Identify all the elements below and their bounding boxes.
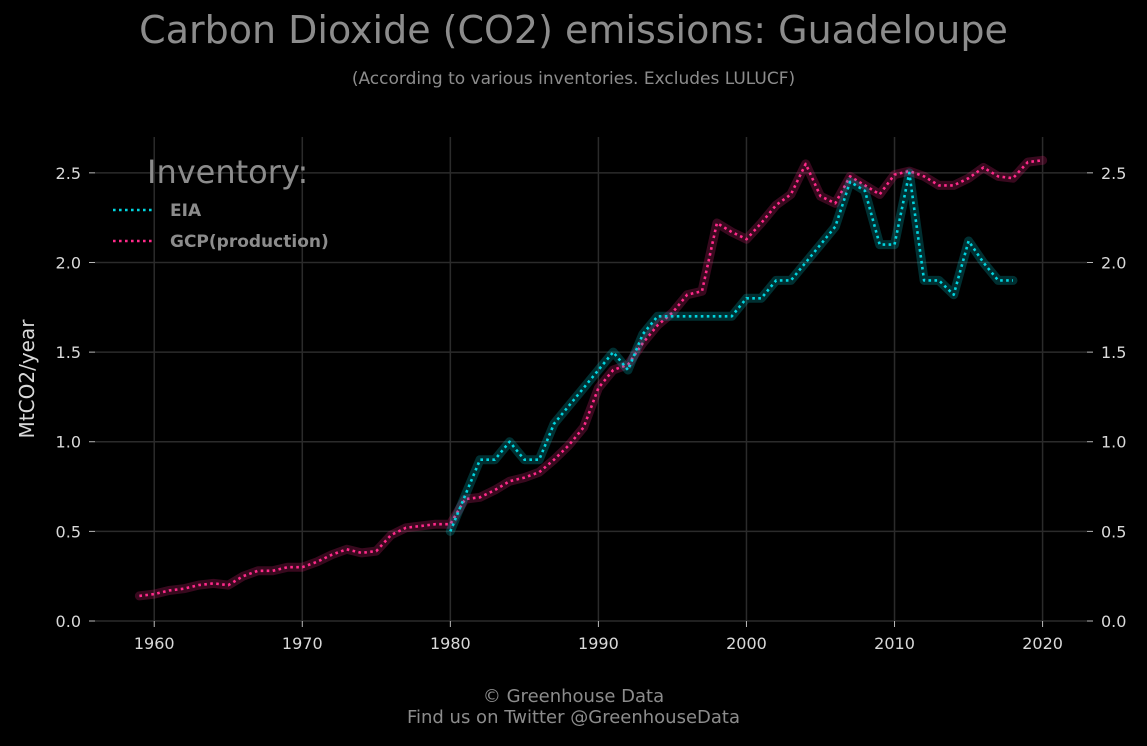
twitter-link[interactable]: Find us on Twitter @GreenhouseData	[406, 707, 741, 728]
y-tick-label-left: 2.0	[56, 253, 81, 272]
y-tick-label-left: 0.0	[56, 612, 81, 631]
x-tick-label: 2000	[726, 634, 767, 653]
x-tick-label: 1960	[134, 634, 175, 653]
legend: Inventory: EIA GCP(production)	[113, 153, 329, 252]
y-tick-label-right: 2.0	[1101, 253, 1126, 272]
legend-label-gcp-production: GCP(production)	[170, 232, 329, 252]
footer: © Greenhouse Data Find us on Twitter @Gr…	[0, 686, 1147, 728]
y-tick-label-right: 1.0	[1101, 433, 1126, 452]
axes: 1960 1970 1980 1990 2000 2010 2020 0.0 0.0 0.5 0.5…	[15, 164, 1126, 653]
series-line-gcp-production	[139, 159, 1043, 598]
y-tick-label-left: 0.5	[56, 522, 81, 541]
y-tick-label-left: 1.5	[56, 343, 81, 362]
chart-title: Carbon Dioxide (CO2) emissions: Guadelou…	[139, 8, 1008, 52]
series-lines	[134, 155, 1048, 601]
copyright-text: © Greenhouse Data	[482, 686, 665, 707]
y-axis-label: MtCO2/year	[15, 319, 39, 439]
legend-title: Inventory:	[147, 153, 308, 191]
y-tick-label-left: 2.5	[56, 164, 81, 183]
y-tick-label-right: 0.0	[1101, 612, 1126, 631]
y-tick-label-right: 2.5	[1101, 164, 1126, 183]
legend-label-eia: EIA	[170, 201, 202, 221]
x-tick-label: 2020	[1022, 634, 1063, 653]
y-tick-label-right: 0.5	[1101, 522, 1126, 541]
x-tick-label: 1990	[578, 634, 619, 653]
x-tick-label: 2010	[874, 634, 915, 653]
chart-subtitle: (According to various inventories. Exclu…	[351, 69, 796, 89]
y-tick-label-right: 1.5	[1101, 343, 1126, 362]
series-line-eia	[449, 171, 1013, 532]
y-tick-label-left: 1.0	[56, 433, 81, 452]
x-tick-label: 1970	[282, 634, 323, 653]
x-tick-label: 1980	[430, 634, 471, 653]
